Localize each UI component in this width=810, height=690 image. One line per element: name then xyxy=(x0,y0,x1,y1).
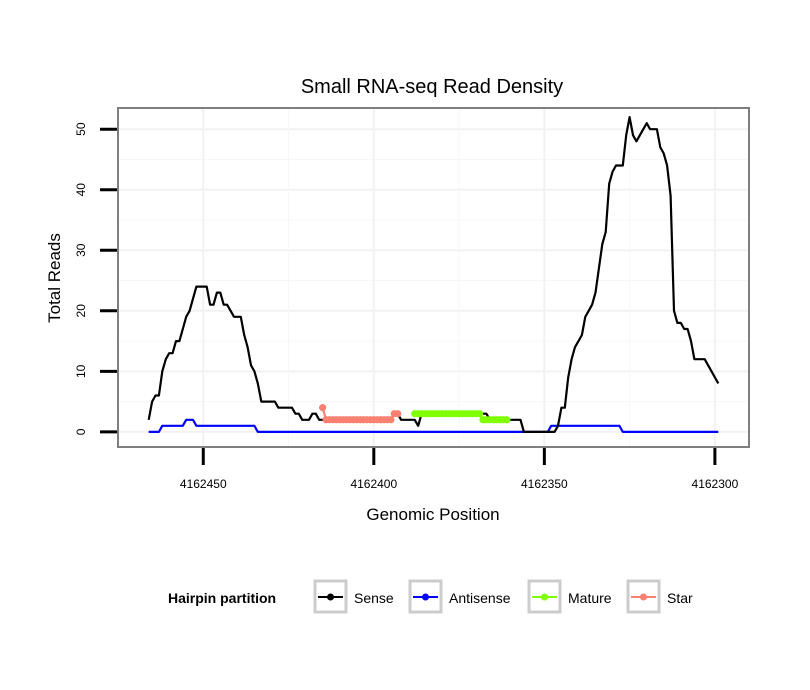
legend: Hairpin partition Sense Antisense Mature St… xyxy=(168,579,693,614)
legend-item-antisense: Antisense xyxy=(408,579,511,614)
x-axis: 4162450 4162400 4162350 4162300 xyxy=(180,448,739,491)
legend-label: Mature xyxy=(568,590,612,606)
x-tick-label: 4162400 xyxy=(350,477,397,491)
legend-item-star: Star xyxy=(626,579,693,614)
chart-title: Small RNA-seq Read Density xyxy=(301,76,563,98)
legend-title: Hairpin partition xyxy=(168,590,276,606)
x-tick-label: 4162350 xyxy=(521,477,568,491)
mature-point xyxy=(475,410,484,418)
mature-point xyxy=(503,416,511,424)
y-tick-label: 30 xyxy=(74,243,88,257)
y-tick-label: 50 xyxy=(74,122,88,136)
star-point xyxy=(387,416,395,424)
legend-key-point xyxy=(541,593,548,601)
legend-label: Antisense xyxy=(449,590,511,606)
y-tick-label: 0 xyxy=(74,428,88,435)
x-tick-label: 4162450 xyxy=(180,477,227,491)
star-point xyxy=(319,404,327,412)
star-point xyxy=(394,410,402,418)
y-tick-label: 20 xyxy=(74,304,88,318)
legend-key-point xyxy=(640,593,647,601)
legend-key-point xyxy=(422,593,429,601)
y-axis-label: Total Reads xyxy=(45,233,64,323)
y-tick-label: 10 xyxy=(74,364,88,378)
plot-panel xyxy=(118,108,749,447)
x-axis-label: Genomic Position xyxy=(366,505,499,524)
legend-label: Star xyxy=(667,590,693,606)
legend-label: Sense xyxy=(354,590,394,606)
legend-key-point xyxy=(327,593,334,601)
x-tick-label: 4162300 xyxy=(692,477,739,491)
antisense-line xyxy=(148,418,719,433)
series-layer xyxy=(147,115,720,433)
legend-item-sense: Sense xyxy=(313,579,394,614)
legend-item-mature: Mature xyxy=(527,579,612,614)
y-axis: 0 10 20 30 40 50 xyxy=(74,122,117,435)
y-tick-label: 40 xyxy=(74,183,88,197)
panel-border xyxy=(117,107,750,448)
